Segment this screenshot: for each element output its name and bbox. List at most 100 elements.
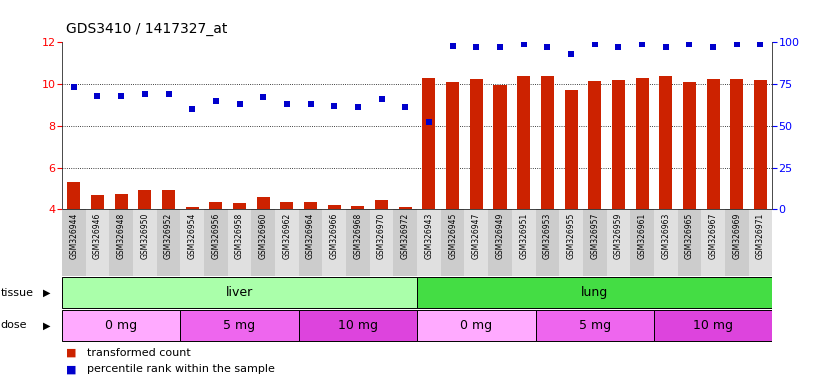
- Bar: [606, 209, 630, 276]
- Point: [91, 93, 104, 99]
- Text: dose: dose: [1, 320, 27, 331]
- Bar: [488, 209, 512, 276]
- Text: GSM326966: GSM326966: [330, 213, 339, 259]
- Bar: [109, 209, 133, 276]
- Bar: [157, 209, 180, 276]
- Text: GSM326947: GSM326947: [472, 213, 481, 259]
- Point: [280, 101, 293, 107]
- Point: [730, 41, 743, 47]
- Bar: [541, 76, 554, 209]
- Bar: [654, 310, 772, 341]
- Text: ▶: ▶: [43, 320, 50, 331]
- Bar: [564, 90, 577, 209]
- Bar: [517, 76, 530, 209]
- Bar: [559, 209, 583, 276]
- Bar: [86, 209, 109, 276]
- Text: liver: liver: [226, 286, 253, 299]
- Bar: [446, 82, 459, 209]
- Text: GSM326968: GSM326968: [354, 213, 363, 259]
- Text: GSM326971: GSM326971: [756, 213, 765, 259]
- Bar: [470, 79, 483, 209]
- Text: lung: lung: [582, 286, 608, 299]
- Bar: [417, 277, 772, 308]
- Point: [493, 44, 506, 50]
- Text: 0 mg: 0 mg: [460, 319, 492, 332]
- Bar: [588, 81, 601, 209]
- Bar: [535, 310, 654, 341]
- Bar: [228, 209, 251, 276]
- Text: GSM326956: GSM326956: [211, 213, 221, 259]
- Point: [612, 44, 625, 50]
- Point: [754, 41, 767, 47]
- Point: [399, 104, 412, 111]
- Bar: [299, 209, 322, 276]
- Text: GSM326964: GSM326964: [306, 213, 315, 259]
- Point: [564, 51, 577, 57]
- Text: GSM326962: GSM326962: [282, 213, 292, 259]
- Point: [635, 41, 648, 47]
- Point: [659, 44, 672, 50]
- Text: GSM326952: GSM326952: [164, 213, 173, 259]
- Text: GSM326961: GSM326961: [638, 213, 647, 259]
- Bar: [275, 209, 299, 276]
- Point: [517, 41, 530, 47]
- Point: [706, 44, 719, 50]
- Bar: [441, 209, 464, 276]
- Text: 0 mg: 0 mg: [105, 319, 137, 332]
- Bar: [535, 209, 559, 276]
- Bar: [62, 209, 86, 276]
- Text: ■: ■: [66, 364, 77, 374]
- Bar: [612, 80, 625, 209]
- Text: GSM326946: GSM326946: [93, 213, 102, 259]
- Bar: [370, 209, 393, 276]
- Text: GSM326950: GSM326950: [140, 213, 150, 259]
- Bar: [138, 190, 151, 209]
- Bar: [635, 78, 648, 209]
- Bar: [180, 310, 299, 341]
- Point: [446, 43, 459, 49]
- Bar: [304, 202, 317, 209]
- Point: [541, 44, 554, 50]
- Text: GDS3410 / 1417327_at: GDS3410 / 1417327_at: [66, 23, 227, 36]
- Point: [422, 119, 435, 126]
- Bar: [186, 207, 199, 209]
- Bar: [162, 190, 175, 209]
- Point: [328, 103, 341, 109]
- Point: [683, 41, 696, 47]
- Text: tissue: tissue: [1, 288, 34, 298]
- Text: GSM326943: GSM326943: [425, 213, 434, 259]
- Point: [233, 101, 246, 107]
- Bar: [62, 277, 417, 308]
- Bar: [701, 209, 725, 276]
- Bar: [512, 209, 535, 276]
- Text: GSM326958: GSM326958: [235, 213, 244, 259]
- Bar: [91, 195, 104, 209]
- Point: [115, 93, 128, 99]
- Text: GSM326967: GSM326967: [709, 213, 718, 259]
- Bar: [399, 207, 412, 209]
- Point: [470, 44, 483, 50]
- Bar: [583, 209, 606, 276]
- Point: [209, 98, 222, 104]
- Point: [304, 101, 317, 107]
- Text: GSM326949: GSM326949: [496, 213, 505, 259]
- Point: [351, 104, 364, 111]
- Text: GSM326963: GSM326963: [662, 213, 670, 259]
- Text: GSM326972: GSM326972: [401, 213, 410, 259]
- Bar: [67, 182, 80, 209]
- Bar: [677, 209, 701, 276]
- Text: GSM326955: GSM326955: [567, 213, 576, 259]
- Bar: [393, 209, 417, 276]
- Text: 5 mg: 5 mg: [579, 319, 610, 332]
- Bar: [464, 209, 488, 276]
- Bar: [133, 209, 157, 276]
- Text: GSM326957: GSM326957: [591, 213, 599, 259]
- Bar: [115, 194, 128, 209]
- Text: GSM326954: GSM326954: [188, 213, 197, 259]
- Bar: [257, 197, 270, 209]
- Text: 10 mg: 10 mg: [338, 319, 378, 332]
- Text: GSM326953: GSM326953: [543, 213, 552, 259]
- Bar: [417, 209, 441, 276]
- Bar: [346, 209, 370, 276]
- Text: GSM326960: GSM326960: [259, 213, 268, 259]
